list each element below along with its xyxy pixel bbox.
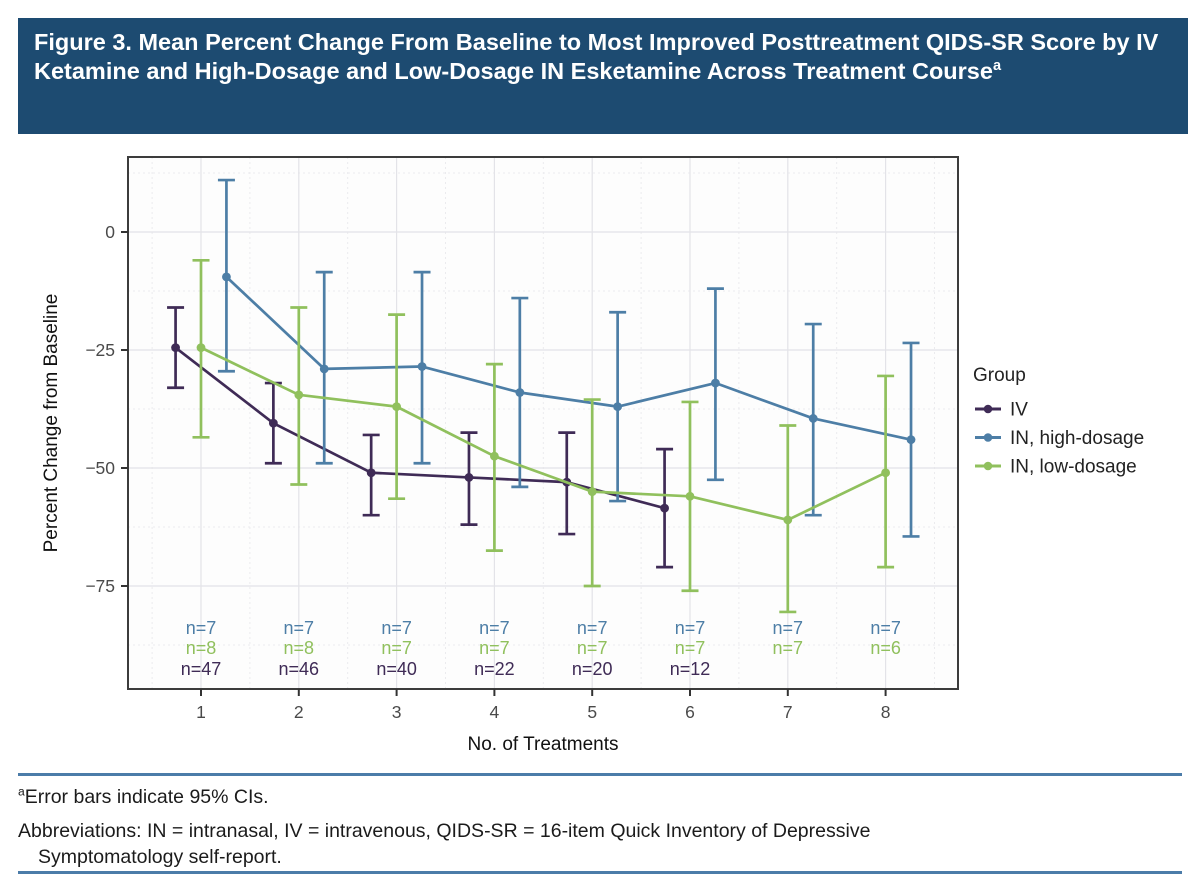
legend-key-point-IN, high-dosage xyxy=(983,433,993,442)
legend-label-IN, high-dosage: IN, high-dosage xyxy=(1010,428,1144,449)
data-point-IV xyxy=(464,473,474,482)
footnote-error-bars: aError bars indicate 95% CIs. xyxy=(18,784,269,809)
n-label-IN, high-dosage: n=7 xyxy=(675,618,706,638)
legend-key-point-IN, low-dosage xyxy=(983,461,993,471)
footnote-abbreviations: Abbreviations: IN = intranasal, IV = int… xyxy=(18,818,870,870)
figure-title-bar: Figure 3. Mean Percent Change From Basel… xyxy=(18,18,1188,134)
y-axis-title: Percent Change from Baseline xyxy=(41,294,62,553)
data-point-IN, low-dosage xyxy=(392,402,401,412)
footnote-text: Error bars indicate 95% CIs. xyxy=(24,786,269,808)
n-label-IN, low-dosage: n=8 xyxy=(186,638,217,658)
y-tick-label: −75 xyxy=(85,576,115,596)
n-label-IN, high-dosage: n=7 xyxy=(577,618,608,638)
n-label-IN, high-dosage: n=7 xyxy=(870,618,901,638)
legend-title: Group xyxy=(973,365,1026,386)
abbrev-line-1: Abbreviations: IN = intranasal, IV = int… xyxy=(18,820,871,842)
n-label-IN, low-dosage: n=7 xyxy=(675,638,706,658)
x-tick-label: 4 xyxy=(490,702,500,722)
n-label-IN, high-dosage: n=7 xyxy=(381,618,412,638)
n-label-IV: n=12 xyxy=(670,659,711,679)
legend-key-point-IV xyxy=(983,404,993,414)
series-line-IN, high-dosage xyxy=(225,275,912,441)
x-tick-label: 3 xyxy=(392,702,402,722)
data-point-IN, low-dosage xyxy=(587,487,597,496)
footnote-divider-bottom xyxy=(18,871,1182,874)
n-label-IN, high-dosage: n=7 xyxy=(773,618,804,638)
data-point-IN, high-dosage xyxy=(711,378,720,388)
footnote-marker: a xyxy=(18,784,25,799)
data-point-IN, low-dosage xyxy=(196,343,206,353)
data-point-IN, low-dosage xyxy=(490,451,499,461)
data-point-IN, high-dosage xyxy=(808,414,818,423)
x-tick-label: 5 xyxy=(587,702,597,722)
legend-label-IN, low-dosage: IN, low-dosage xyxy=(1010,457,1137,478)
n-label-IN, high-dosage: n=7 xyxy=(479,618,510,638)
x-tick-label: 6 xyxy=(685,702,695,722)
n-label-IV: n=46 xyxy=(279,659,320,679)
n-label-IN, low-dosage: n=8 xyxy=(284,638,315,658)
plot-border xyxy=(127,156,959,690)
data-point-IV xyxy=(171,343,180,353)
y-tick-label: 0 xyxy=(105,222,115,242)
x-tick-label: 2 xyxy=(294,702,304,722)
data-point-IN, high-dosage xyxy=(515,388,525,397)
n-label-IN, low-dosage: n=6 xyxy=(870,638,901,658)
n-label-IN, low-dosage: n=7 xyxy=(577,638,608,658)
n-label-IV: n=40 xyxy=(376,659,417,679)
n-label-IN, low-dosage: n=7 xyxy=(381,638,412,658)
legend-label-IV: IV xyxy=(1010,400,1028,421)
x-tick-label: 8 xyxy=(881,702,891,722)
data-point-IN, high-dosage xyxy=(417,362,427,371)
n-label-IN, high-dosage: n=7 xyxy=(186,618,217,638)
data-point-IN, low-dosage xyxy=(783,515,793,525)
series-line-IN, low-dosage xyxy=(200,346,887,522)
n-label-IV: n=47 xyxy=(181,659,222,679)
data-point-IV xyxy=(366,468,376,478)
x-tick-label: 7 xyxy=(783,702,793,722)
data-point-IN, low-dosage xyxy=(685,491,695,501)
data-point-IN, high-dosage xyxy=(906,435,916,445)
n-label-IN, low-dosage: n=7 xyxy=(479,638,510,658)
y-tick-label: −25 xyxy=(85,340,115,360)
data-point-IN, low-dosage xyxy=(881,468,890,478)
data-point-IN, high-dosage xyxy=(319,364,329,374)
data-point-IV xyxy=(660,503,669,513)
n-label-IV: n=22 xyxy=(474,659,515,679)
n-label-IN, high-dosage: n=7 xyxy=(284,618,315,638)
data-point-IN, low-dosage xyxy=(294,390,304,400)
series-line-IV xyxy=(174,346,665,510)
n-label-IN, low-dosage: n=7 xyxy=(773,638,804,658)
footnote-divider-top xyxy=(18,773,1182,776)
figure-title-footnote-marker: a xyxy=(992,58,1002,75)
n-label-IV: n=20 xyxy=(572,659,613,679)
data-point-IN, high-dosage xyxy=(222,272,231,282)
abbrev-line-2: Symptomatology self-report. xyxy=(38,846,282,868)
x-tick-label: 1 xyxy=(196,702,206,722)
figure-title: Figure 3. Mean Percent Change From Basel… xyxy=(34,29,1159,84)
data-point-IV xyxy=(268,418,278,428)
line-chart: n=7 n=7 n=7 n=7 n=7 n=7 n=7 n=7n=8 n=8 n=7 n=7 n=7 n… xyxy=(41,156,1144,755)
data-point-IN, high-dosage xyxy=(613,402,623,412)
x-axis-title: No. of Treatments xyxy=(467,734,618,755)
y-tick-label: −50 xyxy=(85,458,115,478)
